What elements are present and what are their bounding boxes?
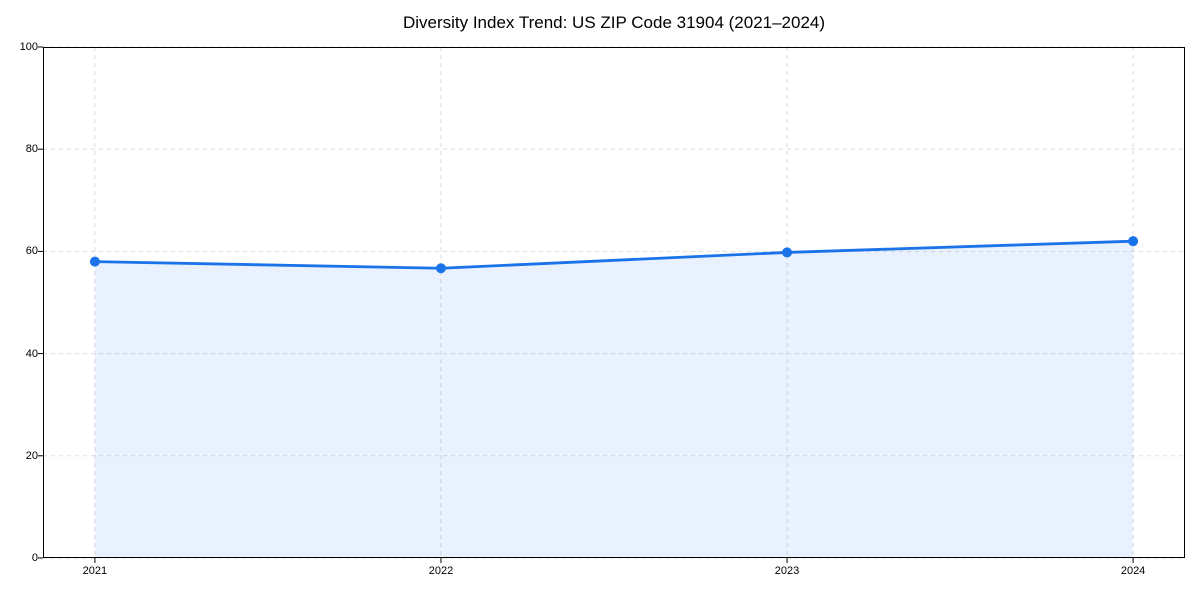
y-tick-label: 80 (25, 143, 38, 156)
area-fill (94, 241, 1134, 558)
data-point-marker (782, 247, 793, 258)
plot-frame (43, 47, 1185, 558)
data-point-marker (89, 256, 100, 267)
data-point-marker (435, 263, 446, 274)
x-tick-label: 2021 (82, 565, 108, 577)
y-tick-label: 0 (31, 552, 38, 564)
x-tick-label: 2024 (1120, 565, 1146, 577)
chart-title: Diversity Index Trend: US ZIP Code 31904… (402, 13, 826, 32)
y-tick-label: 100 (19, 41, 38, 53)
trend-line (93, 239, 1135, 270)
y-tick-label: 60 (25, 245, 38, 258)
plot-area (38, 46, 1185, 563)
x-tick-label: 2022 (428, 565, 454, 577)
data-point-marker (1128, 236, 1139, 247)
plot-canvas (38, 46, 1185, 563)
x-tick-label: 2023 (774, 565, 800, 577)
y-tick-label: 40 (25, 347, 38, 360)
y-tick-label: 20 (25, 449, 38, 462)
